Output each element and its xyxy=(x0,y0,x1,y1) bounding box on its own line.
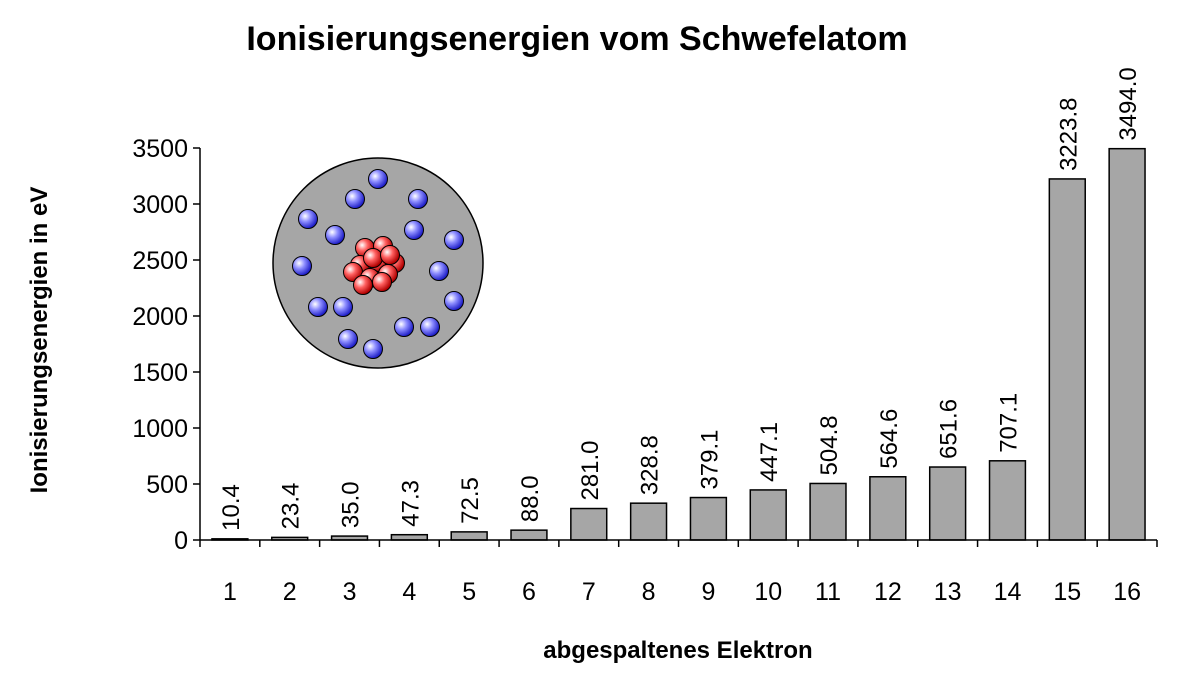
y-tick-label: 0 xyxy=(174,527,188,555)
x-tick-label: 14 xyxy=(994,578,1022,606)
y-tick-label: 1500 xyxy=(132,359,188,387)
data-label: 10.4 xyxy=(218,484,245,531)
electron xyxy=(394,317,414,337)
x-tick-label: 2 xyxy=(283,578,297,606)
chart-title: Ionisierungsenergien vom Schwefelatom xyxy=(246,20,907,58)
electron xyxy=(444,230,464,250)
electron xyxy=(345,189,365,209)
atom-model-illustration xyxy=(272,157,484,369)
electron xyxy=(292,256,312,276)
y-axis-ticks: 0 500 1000 1500 2000 2500 3000 3500 xyxy=(132,135,200,555)
data-label: 651.6 xyxy=(936,399,963,459)
x-tick-label: 7 xyxy=(582,578,596,606)
nucleon xyxy=(372,272,392,292)
data-label: 88.0 xyxy=(517,475,544,522)
y-tick-label: 500 xyxy=(146,471,188,499)
electron xyxy=(368,169,388,189)
nucleon xyxy=(363,248,383,268)
data-label: 564.6 xyxy=(876,409,903,469)
data-label: 3223.8 xyxy=(1055,98,1082,171)
x-tick-label: 9 xyxy=(701,578,715,606)
bar xyxy=(809,482,847,541)
electron xyxy=(404,220,424,240)
bar xyxy=(510,529,548,541)
x-tick-label: 4 xyxy=(402,578,416,606)
electron xyxy=(308,297,328,317)
bar xyxy=(629,502,668,541)
nucleon xyxy=(380,245,400,265)
data-label: 707.1 xyxy=(995,393,1022,453)
data-labels-group: 10.4 23.4 35.0 47.3 72.5 88.0 281.0 328.8 379.1 4… xyxy=(218,67,1142,531)
bar xyxy=(570,507,608,541)
electron xyxy=(338,329,358,349)
x-tick-label: 10 xyxy=(754,578,782,606)
y-tick-label: 3500 xyxy=(132,135,188,163)
y-tick-label: 1000 xyxy=(132,415,188,443)
data-label: 23.4 xyxy=(278,483,305,530)
data-label: 504.8 xyxy=(816,415,843,475)
x-tick-label: 5 xyxy=(462,578,476,606)
x-axis-ticks: 1 2 3 4 5 6 7 8 9 10 11 12 13 14 15 16 xyxy=(199,540,1158,606)
electron xyxy=(333,297,353,317)
bar xyxy=(928,466,967,541)
electron xyxy=(298,209,318,229)
x-axis-title: abgespaltenes Elektron xyxy=(543,637,812,664)
bar xyxy=(988,460,1027,541)
y-tick-label: 2000 xyxy=(132,303,188,331)
x-tick-label: 12 xyxy=(874,578,902,606)
electron xyxy=(408,189,428,209)
data-label: 379.1 xyxy=(696,429,723,489)
data-label: 281.0 xyxy=(577,440,604,500)
bar xyxy=(1108,147,1146,541)
electron xyxy=(363,339,383,359)
electron xyxy=(429,261,449,281)
electron xyxy=(420,317,440,337)
bar xyxy=(689,496,728,541)
bar xyxy=(390,533,429,541)
y-tick-label: 2500 xyxy=(132,247,188,275)
nucleon xyxy=(353,275,373,295)
x-tick-label: 3 xyxy=(343,578,357,606)
electron xyxy=(444,291,464,311)
data-label: 72.5 xyxy=(457,477,484,524)
x-tick-label: 15 xyxy=(1053,578,1081,606)
data-label: 3494.0 xyxy=(1115,67,1142,140)
data-label: 328.8 xyxy=(637,435,664,495)
bar xyxy=(1048,178,1086,541)
bar xyxy=(869,476,907,541)
bar xyxy=(749,489,787,541)
x-tick-label: 8 xyxy=(642,578,656,606)
bar xyxy=(450,531,488,541)
data-label: 35.0 xyxy=(338,481,365,528)
x-tick-label: 11 xyxy=(815,578,841,606)
x-tick-label: 16 xyxy=(1113,578,1141,606)
x-tick-label: 1 xyxy=(223,578,237,606)
data-label: 447.1 xyxy=(756,422,783,482)
electron xyxy=(325,225,345,245)
data-label: 47.3 xyxy=(397,480,424,527)
y-axis-title: Ionisierungsenergien in eV xyxy=(26,187,53,494)
y-tick-label: 3000 xyxy=(132,191,188,219)
x-tick-label: 13 xyxy=(934,578,962,606)
x-tick-label: 6 xyxy=(522,578,536,606)
